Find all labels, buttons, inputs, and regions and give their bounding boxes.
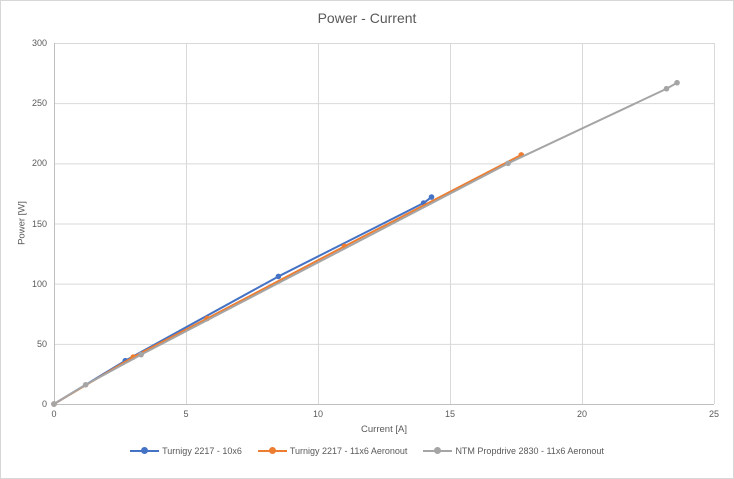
line-marker-swatch-icon — [423, 447, 453, 455]
line-marker-swatch-icon — [257, 447, 287, 455]
legend-label: NTM Propdrive 2830 - 11x6 Aeronout — [455, 446, 604, 456]
legend-label: Turnigy 2217 - 10x6 — [162, 446, 242, 456]
y-tick-label: 0 — [41, 399, 47, 409]
y-tick-label: 200 — [31, 158, 47, 169]
y-tick-label: 150 — [31, 218, 47, 229]
x-tick-label: 20 — [576, 409, 587, 419]
y-axis-title: Power [W] — [16, 201, 28, 245]
line-marker-swatch-icon — [130, 447, 160, 455]
legend-item-turnigy-10x6: Turnigy 2217 - 10x6 — [130, 446, 242, 456]
y-tick-label: 50 — [36, 338, 47, 349]
legend-item-turnigy-11x6: Turnigy 2217 - 11x6 Aeronout — [257, 446, 408, 456]
x-tick-label: 0 — [51, 409, 57, 419]
legend-item-ntm-propdrive: NTM Propdrive 2830 - 11x6 Aeronout — [423, 446, 604, 456]
y-tick-label: 250 — [31, 98, 47, 109]
x-tick-label: 5 — [183, 409, 189, 419]
x-axis-title: Current [A] — [361, 424, 407, 435]
chart-title: Power - Current — [317, 10, 417, 26]
y-tick-label: 300 — [31, 38, 47, 48]
x-tick-label: 15 — [444, 409, 455, 419]
y-tick-label: 100 — [31, 278, 47, 289]
legend-label: Turnigy 2217 - 11x6 Aeronout — [289, 446, 408, 456]
legend: Turnigy 2217 - 10x6 Turnigy 2217 - 11x6 … — [1, 446, 733, 456]
x-tick-label: 10 — [312, 409, 323, 419]
x-tick-label: 25 — [708, 409, 719, 419]
